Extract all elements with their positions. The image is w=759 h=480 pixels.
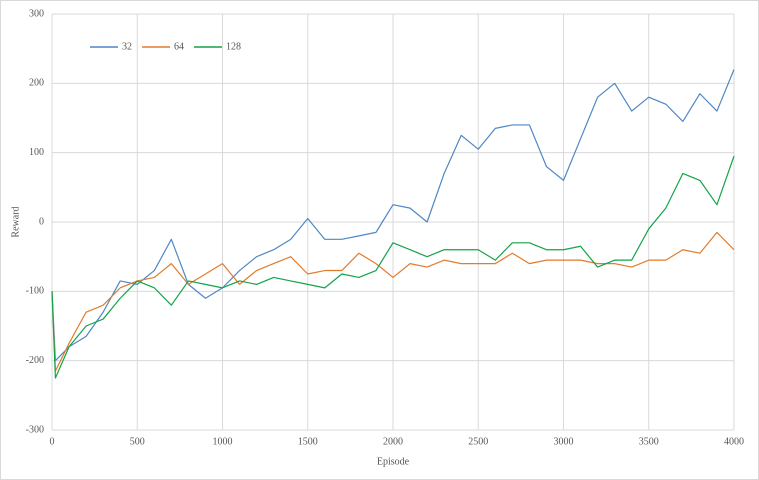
line-series — [51, 69, 735, 362]
x-tick-label: 3000 — [554, 436, 574, 447]
y-tick-label: 100 — [29, 147, 44, 158]
y-tick-label: 0 — [39, 216, 44, 227]
y-tick-label: -100 — [26, 286, 44, 297]
y-axis-label: Reward — [10, 206, 21, 237]
legend-label: 64 — [174, 41, 184, 52]
x-tick-label: 3500 — [639, 436, 659, 447]
legend-label: 128 — [226, 41, 241, 52]
y-tick-label: 300 — [29, 8, 44, 19]
x-axis-label: Episode — [377, 456, 410, 467]
x-tick-label: 1500 — [298, 436, 318, 447]
x-tick-label: 500 — [130, 436, 145, 447]
y-tick-label: -300 — [26, 424, 44, 435]
x-tick-label: 0 — [50, 436, 55, 447]
y-tick-label: 200 — [29, 78, 44, 89]
x-tick-label: 4000 — [724, 436, 744, 447]
line-series — [51, 231, 735, 372]
x-tick-label: 2500 — [468, 436, 488, 447]
x-tick-label: 2000 — [383, 436, 403, 447]
legend-label: 32 — [122, 41, 132, 52]
line-series — [51, 155, 735, 379]
y-tick-label: -200 — [26, 355, 44, 366]
x-tick-label: 1000 — [213, 436, 233, 447]
